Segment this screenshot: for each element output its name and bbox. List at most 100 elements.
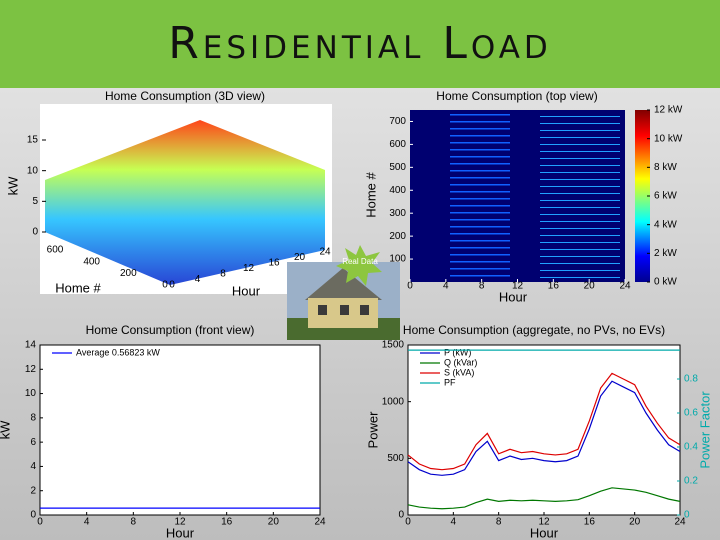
home-tick-label: 400 <box>83 256 100 267</box>
x-tick-label: 8 <box>479 281 485 292</box>
y-tick-label: 0 <box>398 510 404 521</box>
y-tick-label: 300 <box>389 208 406 219</box>
x-tick-label: 0 <box>405 517 411 528</box>
x-tick-label: 0 <box>37 517 43 528</box>
legend-label: Average 0.56823 kW <box>76 347 160 357</box>
x-tick-label: 20 <box>629 517 641 528</box>
y2-tick-label: 0.4 <box>684 442 698 453</box>
y-tick-label: 10 <box>25 388 37 399</box>
y-tick-label: 500 <box>389 162 406 173</box>
home-tick-label: 200 <box>120 268 137 279</box>
colorbar-tick-label: 4 kW <box>654 219 677 230</box>
legend-label: S (kVA) <box>444 367 474 377</box>
y2-tick-label: 0 <box>684 510 690 521</box>
z-tick-label: 5 <box>32 196 38 207</box>
home-tick-label: 600 <box>47 245 64 256</box>
badge: Real Data <box>342 257 378 266</box>
hour-tick-label: 4 <box>195 274 201 285</box>
y-tick-label: 14 <box>25 340 37 351</box>
y-axis-label: Home # <box>363 171 378 217</box>
y-tick-label: 1000 <box>382 396 405 407</box>
y-tick-label: 600 <box>389 139 406 150</box>
y2-axis-label: Power Factor <box>697 391 712 469</box>
x-tick-label: 24 <box>674 517 686 528</box>
y-tick-label: 8 <box>30 412 36 423</box>
colorbar-tick-label: 8 kW <box>654 162 677 173</box>
x-tick-label: 20 <box>584 281 596 292</box>
colorbar-tick-label: 12 kW <box>654 105 683 116</box>
y-tick-label: 2 <box>30 485 36 496</box>
series-line <box>407 372 681 471</box>
chart-title: Home Consumption (aggregate, no PVs, no … <box>403 323 665 337</box>
y-tick-label: 1500 <box>382 340 405 351</box>
y-tick-label: 200 <box>389 231 406 242</box>
x-tick-label: 4 <box>443 281 449 292</box>
colorbar-tick-label: 10 kW <box>654 133 683 144</box>
series-line <box>407 487 681 510</box>
x-tick-label: 16 <box>584 517 596 528</box>
chart-title: Home Consumption (front view) <box>86 323 255 337</box>
house-photo <box>287 262 400 340</box>
x-tick-label: 8 <box>496 517 502 528</box>
chart-title: Home Consumption (top view) <box>436 89 597 103</box>
legend-label: P (kW) <box>444 347 471 357</box>
x-tick-label: 8 <box>131 517 137 528</box>
hour-tick-label: 16 <box>268 258 280 269</box>
y-tick-label: 4 <box>30 461 36 472</box>
y-tick-label: 100 <box>389 254 406 265</box>
x-tick-label: 12 <box>512 281 524 292</box>
x-tick-label: 12 <box>174 517 186 528</box>
title-bar <box>0 0 720 88</box>
z-tick-label: 10 <box>27 165 39 176</box>
y2-tick-label: 0.2 <box>684 476 698 487</box>
chart-title: Home Consumption (3D view) <box>105 89 265 103</box>
z-tick-label: 15 <box>27 135 39 146</box>
y-axis-label: kW <box>0 420 12 440</box>
hour-tick-label: 24 <box>319 247 331 258</box>
y-tick-label: 12 <box>25 364 37 375</box>
x-tick-label: 4 <box>451 517 457 528</box>
z-axis-label: kW <box>5 176 20 196</box>
y2-tick-label: 0.6 <box>684 408 698 419</box>
x-axis-label: Hour <box>166 525 195 540</box>
x-axis-label: Hour <box>499 289 528 304</box>
x-tick-label: 16 <box>221 517 233 528</box>
home-tick-label: 0 <box>162 280 168 291</box>
x-tick-label: 12 <box>538 517 550 528</box>
plot-area <box>407 344 681 516</box>
badge-star <box>336 245 382 286</box>
colorbar-tick-label: 2 kW <box>654 248 677 259</box>
x-axis-label: Home # <box>55 280 101 295</box>
y-axis-label: Hour <box>232 283 261 298</box>
x-tick-label: 24 <box>314 517 326 528</box>
plot-area <box>39 344 321 516</box>
legend-label: Q (kVar) <box>444 357 477 367</box>
colorbar <box>635 110 650 282</box>
hour-tick-label: 0 <box>169 280 175 291</box>
heatmap-image <box>410 110 625 282</box>
y2-tick-label: 0.8 <box>684 374 698 385</box>
y-tick-label: 700 <box>389 116 406 127</box>
colorbar-tick-label: 6 kW <box>654 191 677 202</box>
x-tick-label: 20 <box>268 517 280 528</box>
x-tick-label: 16 <box>548 281 560 292</box>
legend-label: PF <box>444 377 456 387</box>
y-tick-label: 0 <box>30 510 36 521</box>
hour-tick-label: 12 <box>243 263 255 274</box>
x-tick-label: 24 <box>619 281 631 292</box>
x-tick-label: 4 <box>84 517 90 528</box>
x-tick-label: 0 <box>407 281 413 292</box>
y-axis-label: Power <box>365 411 380 449</box>
y-tick-label: 6 <box>30 437 36 448</box>
z-tick-label: 0 <box>32 227 38 238</box>
y-tick-label: 500 <box>387 453 404 464</box>
series-line <box>407 380 681 476</box>
y-tick-label: 400 <box>389 185 406 196</box>
x-axis-label: Hour <box>530 525 559 540</box>
slide-title: Residential Load <box>168 18 552 69</box>
hour-tick-label: 20 <box>294 252 306 263</box>
surface-image <box>45 120 325 285</box>
colorbar-tick-label: 0 kW <box>654 277 677 288</box>
hour-tick-label: 8 <box>220 269 226 280</box>
